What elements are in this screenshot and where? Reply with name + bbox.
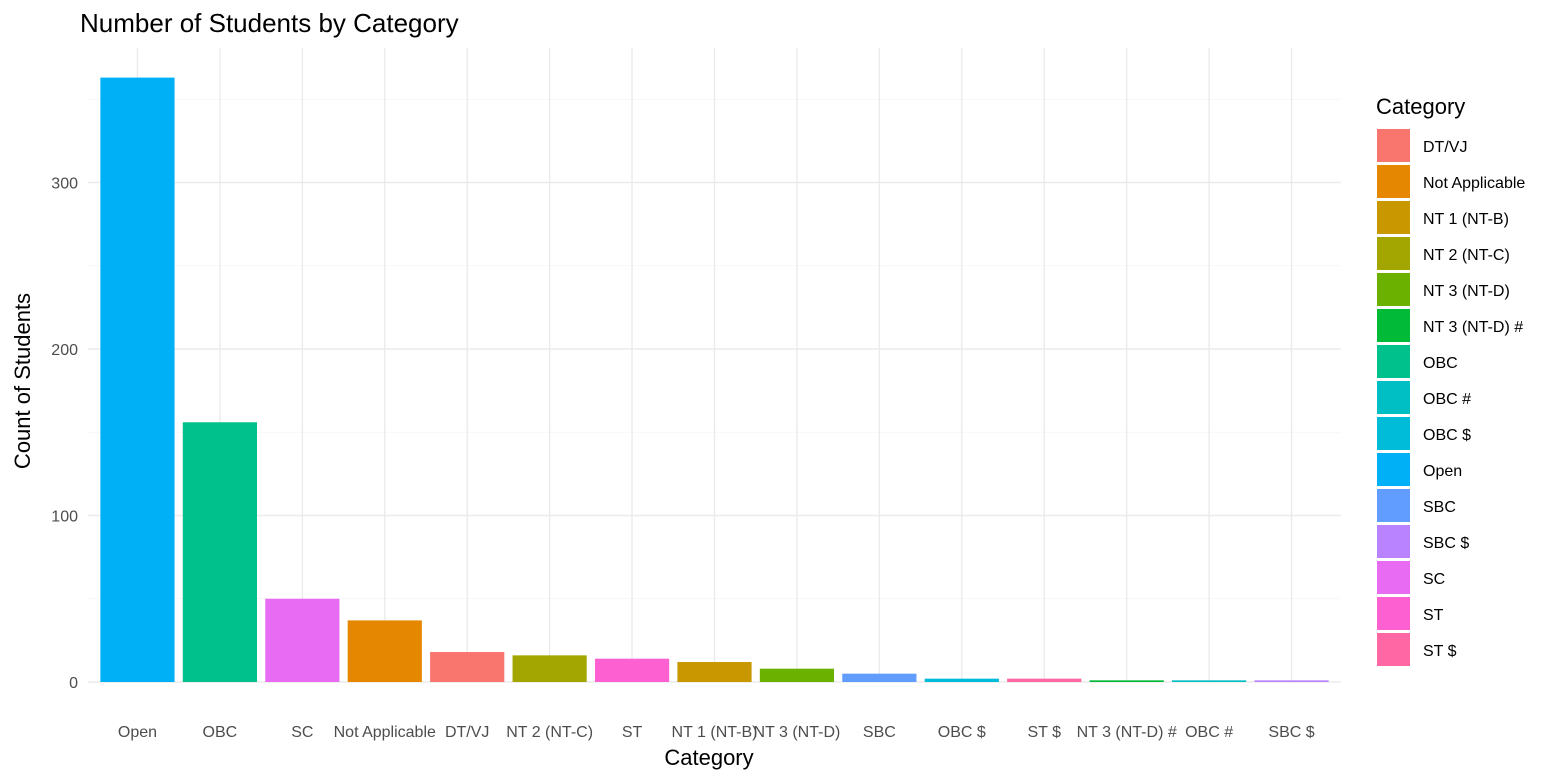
- legend-label: NT 3 (NT-D) #: [1423, 319, 1523, 336]
- legend-label: NT 3 (NT-D): [1423, 283, 1510, 300]
- legend-swatch: [1377, 237, 1410, 270]
- bar: [1007, 678, 1082, 682]
- legend-label: Open: [1423, 463, 1462, 480]
- y-axis-ticks: 0 100 200 300: [51, 176, 78, 693]
- bar: [677, 662, 752, 682]
- y-tick-label: 0: [69, 675, 78, 692]
- legend-label: DT/VJ: [1423, 139, 1467, 156]
- y-tick-label: 100: [51, 509, 78, 526]
- legend-label: Not Applicable: [1423, 175, 1525, 192]
- bars: [100, 77, 1329, 683]
- x-tick-label: SBC: [863, 724, 896, 741]
- x-tick-label: NT 1 (NT-B): [672, 724, 758, 741]
- x-axis-ticks: Open OBC SC Not Applicable DT/VJ NT 2 (NT-C) S…: [118, 724, 1315, 741]
- x-tick-label: OBC $: [938, 724, 986, 741]
- legend: Category DT/VJ Not Applicable NT 1 (NT-B) N…: [1376, 94, 1525, 666]
- legend-swatch: [1377, 345, 1410, 378]
- legend-swatch: [1377, 201, 1410, 234]
- bar: [265, 598, 340, 682]
- bar: [430, 652, 505, 682]
- legend-swatch: [1377, 129, 1410, 162]
- chart-title: Number of Students by Category: [80, 8, 459, 38]
- legend-label: SBC $: [1423, 535, 1469, 552]
- x-tick-label: Open: [118, 724, 157, 741]
- x-tick-label: SC: [291, 724, 313, 741]
- bar: [759, 668, 835, 682]
- legend-label: SBC: [1423, 499, 1456, 516]
- bar: [924, 678, 999, 682]
- x-tick-label: DT/VJ: [445, 724, 489, 741]
- bar: [1254, 680, 1329, 682]
- legend-swatch: [1377, 273, 1410, 306]
- legend-label: NT 2 (NT-C): [1423, 247, 1510, 264]
- bar: [347, 620, 422, 682]
- legend-swatch: [1377, 633, 1410, 666]
- legend-label: OBC: [1423, 355, 1458, 372]
- legend-swatch: [1377, 381, 1410, 414]
- y-tick-label: 300: [51, 176, 78, 193]
- legend-swatch: [1377, 417, 1410, 450]
- legend-title: Category: [1376, 94, 1465, 119]
- x-tick-label: NT 2 (NT-C): [506, 724, 593, 741]
- x-axis-title: Category: [664, 745, 753, 770]
- x-tick-label: Not Applicable: [334, 724, 436, 741]
- x-tick-label: NT 3 (NT-D) #: [1077, 724, 1177, 741]
- bar: [100, 77, 175, 683]
- bar: [594, 658, 670, 682]
- y-tick-label: 200: [51, 342, 78, 359]
- bar: [842, 673, 917, 682]
- legend-swatch: [1377, 561, 1410, 594]
- legend-label: OBC #: [1423, 391, 1471, 408]
- bar: [512, 655, 587, 682]
- legend-swatch: [1377, 597, 1410, 630]
- bar: [1089, 680, 1164, 682]
- legend-label: NT 1 (NT-B): [1423, 211, 1509, 228]
- legend-label: SC: [1423, 571, 1445, 588]
- legend-swatch: [1377, 489, 1410, 522]
- grid: [88, 48, 1341, 683]
- legend-label: ST $: [1423, 643, 1457, 660]
- x-tick-label: SBC $: [1268, 724, 1314, 741]
- legend-swatch: [1377, 165, 1410, 198]
- x-tick-label: OBC #: [1185, 724, 1233, 741]
- y-axis-title: Count of Students: [10, 293, 35, 469]
- x-tick-label: NT 3 (NT-D): [754, 724, 841, 741]
- bar: [182, 422, 257, 682]
- x-tick-label: ST $: [1027, 724, 1061, 741]
- x-tick-label: ST: [622, 724, 643, 741]
- legend-swatch: [1377, 525, 1410, 558]
- legend-label: ST: [1423, 607, 1444, 624]
- legend-label: OBC $: [1423, 427, 1471, 444]
- legend-swatch: [1377, 453, 1410, 486]
- legend-swatch: [1377, 309, 1410, 342]
- bar: [1172, 680, 1247, 682]
- x-tick-label: OBC: [203, 724, 238, 741]
